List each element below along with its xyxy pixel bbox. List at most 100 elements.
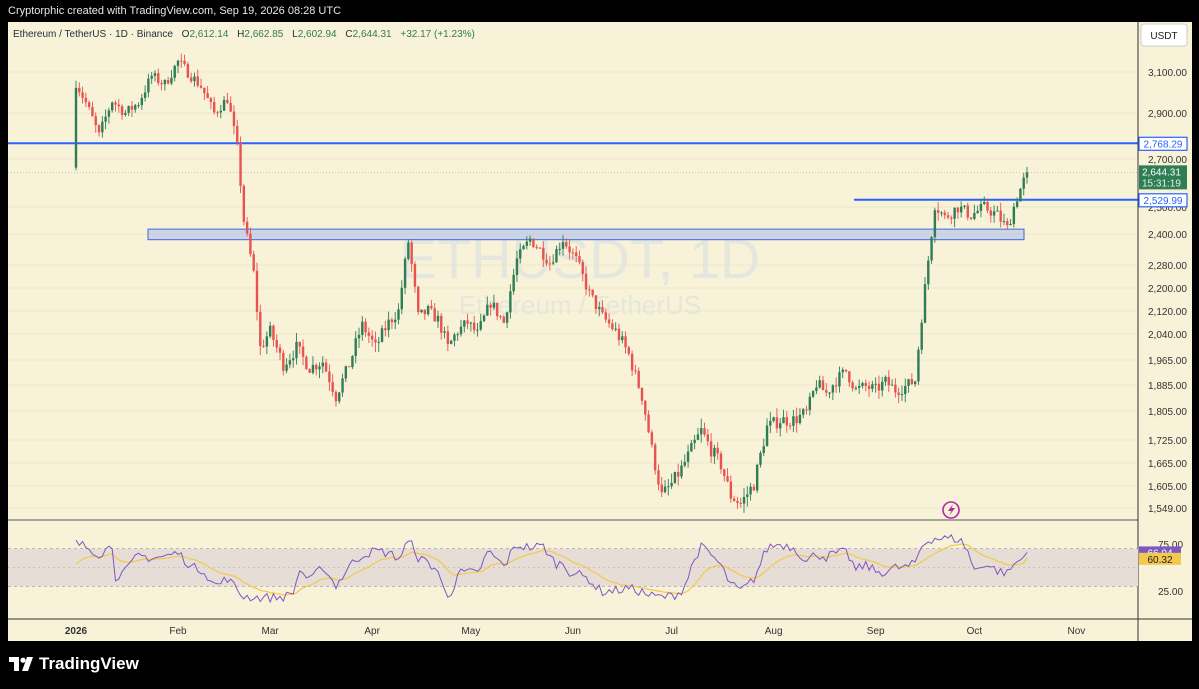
price-axis-label: 1,965.00: [1148, 356, 1187, 367]
time-axis-label: Apr: [364, 626, 380, 637]
candle: [723, 468, 726, 482]
candle: [275, 334, 278, 353]
support-zone[interactable]: [147, 228, 1025, 241]
time-axis-label: May: [461, 626, 480, 637]
candle: [565, 238, 568, 249]
candle: [120, 104, 124, 120]
candle: [693, 434, 696, 450]
candle: [844, 369, 848, 373]
candle: [716, 442, 719, 460]
candle: [923, 277, 927, 324]
candle: [535, 244, 538, 250]
candle: [298, 341, 301, 354]
candle: [752, 484, 756, 491]
candle: [719, 451, 723, 474]
candle: [219, 104, 222, 119]
candle: [107, 107, 111, 124]
candle: [456, 332, 459, 341]
candle: [206, 86, 209, 99]
candle: [1006, 217, 1009, 230]
candle: [430, 300, 433, 310]
candle: [792, 409, 795, 432]
candle: [321, 356, 325, 374]
currency-badge[interactable]: USDT: [1140, 23, 1188, 47]
candle: [976, 205, 979, 215]
candle: [571, 248, 575, 260]
candle: [657, 464, 660, 491]
candle: [887, 370, 891, 392]
price-axis-label: 2,200.00: [1148, 284, 1187, 295]
candle: [213, 96, 216, 115]
candle: [101, 116, 104, 138]
candle: [84, 92, 88, 108]
candle: [114, 100, 117, 112]
candle: [815, 380, 818, 395]
candle: [881, 376, 884, 397]
candle: [772, 416, 775, 423]
candle: [1015, 197, 1019, 209]
candle: [515, 250, 519, 282]
candle: [519, 243, 522, 264]
candle: [950, 215, 953, 225]
candle: [729, 475, 733, 503]
candle: [479, 313, 482, 332]
price-axis[interactable]: 3,100.00 2,900.00 2,700.00 2,500.00 2,400.00…: [1148, 68, 1187, 515]
candle: [166, 76, 170, 85]
tradingview-wordmark: TradingView: [39, 654, 139, 673]
candle: [393, 311, 397, 330]
candle: [268, 321, 272, 339]
candle: [983, 196, 986, 206]
candle: [690, 440, 693, 452]
candle: [209, 96, 213, 110]
candle: [831, 384, 835, 401]
candle: [216, 110, 219, 118]
candle: [186, 61, 190, 79]
candle: [920, 319, 923, 355]
candle: [805, 405, 808, 415]
candle: [463, 319, 466, 333]
candle: [644, 400, 647, 421]
chart-svg[interactable]: ETHUSDT, 1D Ethereum / TetherUS 75.0025.…: [8, 22, 1192, 641]
candle: [532, 238, 535, 248]
candle: [811, 390, 815, 399]
tradingview-logo[interactable]: TradingView: [9, 654, 139, 674]
chart-area[interactable]: ETHUSDT, 1D Ethereum / TetherUS 75.00 25.…: [8, 22, 1192, 641]
candle: [278, 343, 282, 361]
candle: [347, 366, 351, 368]
horizontal-levels[interactable]: [8, 142, 1138, 201]
time-axis[interactable]: 2026 Feb Mar Apr May Jun Jul Aug Sep Oct Nov: [65, 626, 1085, 637]
candle: [301, 339, 305, 366]
candle: [660, 476, 663, 498]
candle: [627, 345, 631, 356]
candle: [890, 379, 894, 386]
candle: [621, 331, 624, 344]
price-axis-label: 2,280.00: [1148, 261, 1187, 272]
candle: [377, 336, 380, 352]
candle: [423, 309, 427, 321]
candle: [904, 378, 907, 403]
candle: [854, 385, 858, 391]
candle: [765, 418, 769, 447]
candle: [834, 377, 838, 393]
candle: [897, 387, 900, 404]
candle: [449, 339, 453, 345]
support-zone-rect[interactable]: [147, 228, 1025, 241]
candle: [81, 86, 84, 104]
candle: [624, 331, 627, 354]
candle: [561, 235, 565, 256]
candle: [420, 309, 423, 314]
candle: [436, 310, 440, 328]
candle: [272, 324, 275, 347]
lightning-icon[interactable]: [942, 501, 960, 519]
candle: [874, 377, 877, 393]
candle: [505, 311, 509, 329]
candle: [676, 463, 680, 486]
candle: [512, 268, 515, 295]
candle: [440, 313, 443, 340]
candle: [446, 325, 450, 352]
candle: [74, 80, 78, 171]
candle: [163, 79, 167, 91]
candle: [956, 206, 960, 219]
